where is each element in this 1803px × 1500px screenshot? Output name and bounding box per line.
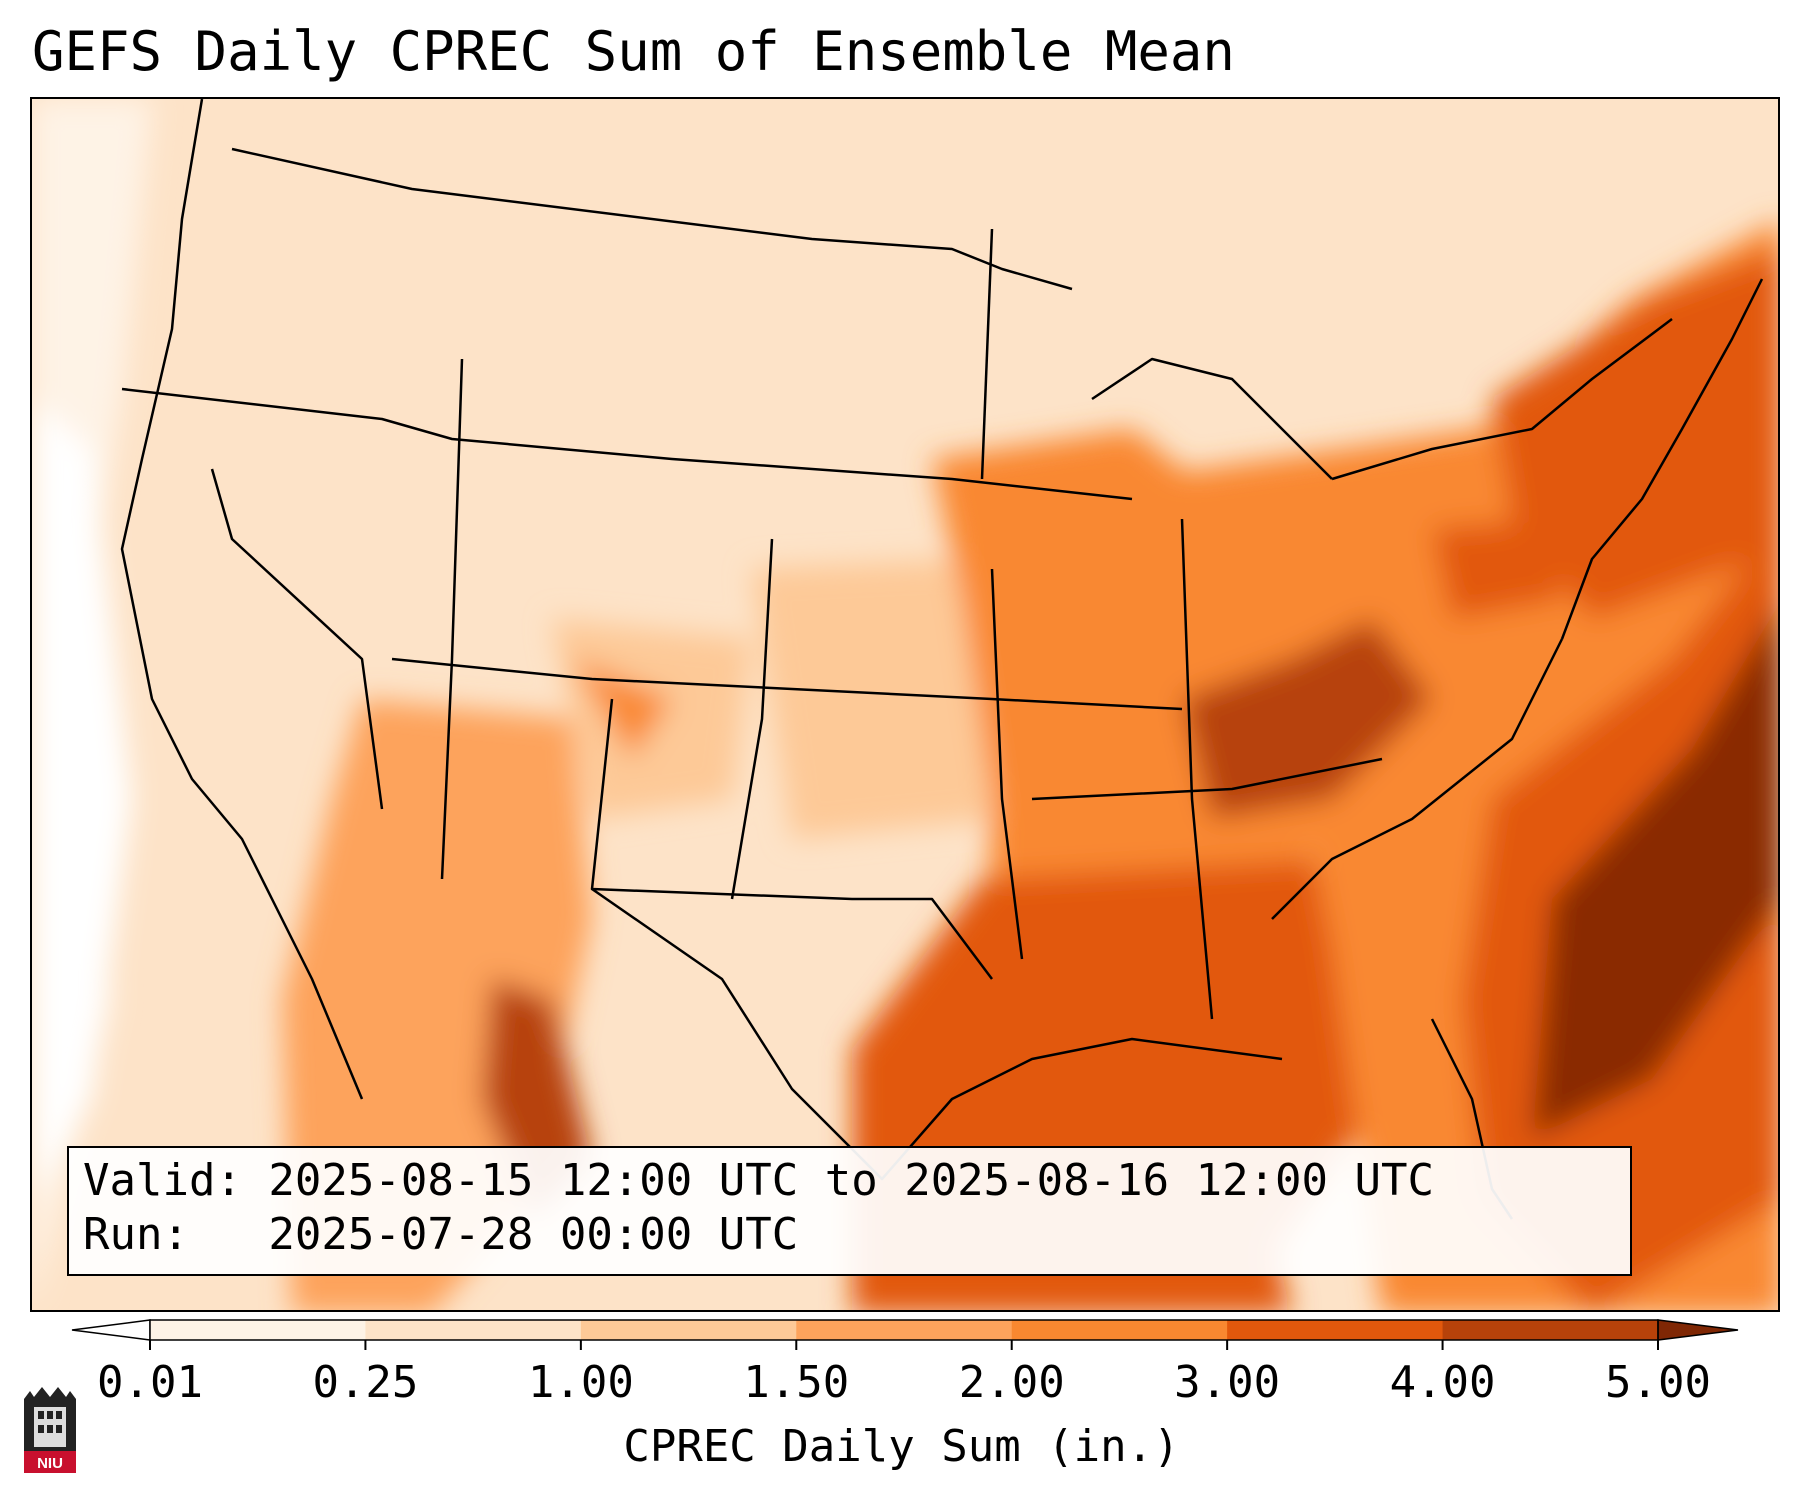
lakes-to-maine bbox=[1331, 318, 1673, 481]
colorbar-tick-label: 3.00 bbox=[1174, 1357, 1281, 1408]
canada-border bbox=[231, 147, 1073, 291]
colorbar-label: CPREC Daily Sum (in.) bbox=[623, 1421, 1180, 1472]
colorbar-tick-label: 5.00 bbox=[1605, 1357, 1711, 1408]
west-coastline bbox=[120, 99, 364, 1100]
nevada-border bbox=[210, 468, 384, 810]
colorbar-segment bbox=[1011, 1320, 1228, 1340]
colorbar-tick-label: 0.01 bbox=[97, 1357, 203, 1408]
precip-field bbox=[32, 99, 1778, 1310]
valid-run-box: Valid: 2025-08-15 12:00 UTC to 2025-08-1… bbox=[67, 1146, 1632, 1276]
alabama-line bbox=[1180, 518, 1214, 1020]
colorbar-tick-label: 4.00 bbox=[1389, 1357, 1496, 1408]
colorbar-segment bbox=[150, 1320, 366, 1340]
colorbar-tick-label: 1.50 bbox=[743, 1357, 850, 1408]
colorbar-segment bbox=[365, 1320, 582, 1340]
colorbar-segment bbox=[796, 1320, 1013, 1340]
state-line-central bbox=[391, 657, 1183, 711]
colorbar-segments bbox=[71, 1319, 1739, 1341]
plot-title: GEFS Daily CPREC Sum of Ensemble Mean bbox=[32, 20, 1235, 83]
tn-nc-line bbox=[1031, 757, 1383, 801]
map-panel bbox=[30, 97, 1780, 1312]
colorbar-segment bbox=[1442, 1320, 1659, 1340]
minnesota-line bbox=[980, 228, 994, 480]
texas-north bbox=[590, 698, 993, 980]
colorbar-over-arrow bbox=[1657, 1319, 1739, 1341]
east-coast bbox=[1271, 638, 1564, 920]
colorbar bbox=[71, 1319, 1739, 1350]
colorbar-segment bbox=[580, 1320, 797, 1340]
utah-border bbox=[440, 358, 464, 880]
colorbar-ticks bbox=[149, 1340, 1659, 1350]
logo-text: NIU bbox=[37, 1455, 63, 1472]
run-time-text: Run: 2025-07-28 00:00 UTC bbox=[83, 1209, 799, 1260]
colorbar-under-arrow bbox=[71, 1319, 151, 1341]
great-lakes bbox=[1091, 357, 1333, 480]
colorado-line bbox=[730, 538, 774, 900]
state-line-north bbox=[121, 387, 1133, 501]
gulf-coast bbox=[591, 887, 1283, 1181]
colorbar-tick-label: 2.00 bbox=[958, 1357, 1065, 1408]
northeast-coast bbox=[1560, 278, 1764, 640]
colorbar-outline bbox=[149, 1319, 1659, 1341]
precip-map bbox=[32, 99, 1778, 1310]
valid-time-text: Valid: 2025-08-15 12:00 UTC to 2025-08-1… bbox=[83, 1155, 1435, 1206]
colorbar-tick-label: 1.00 bbox=[527, 1357, 634, 1408]
niu-logo: NIU bbox=[24, 1387, 76, 1473]
colorbar-tick-label: 0.25 bbox=[312, 1357, 419, 1408]
mississippi-line bbox=[990, 568, 1024, 960]
colorbar-segment bbox=[1227, 1320, 1444, 1340]
